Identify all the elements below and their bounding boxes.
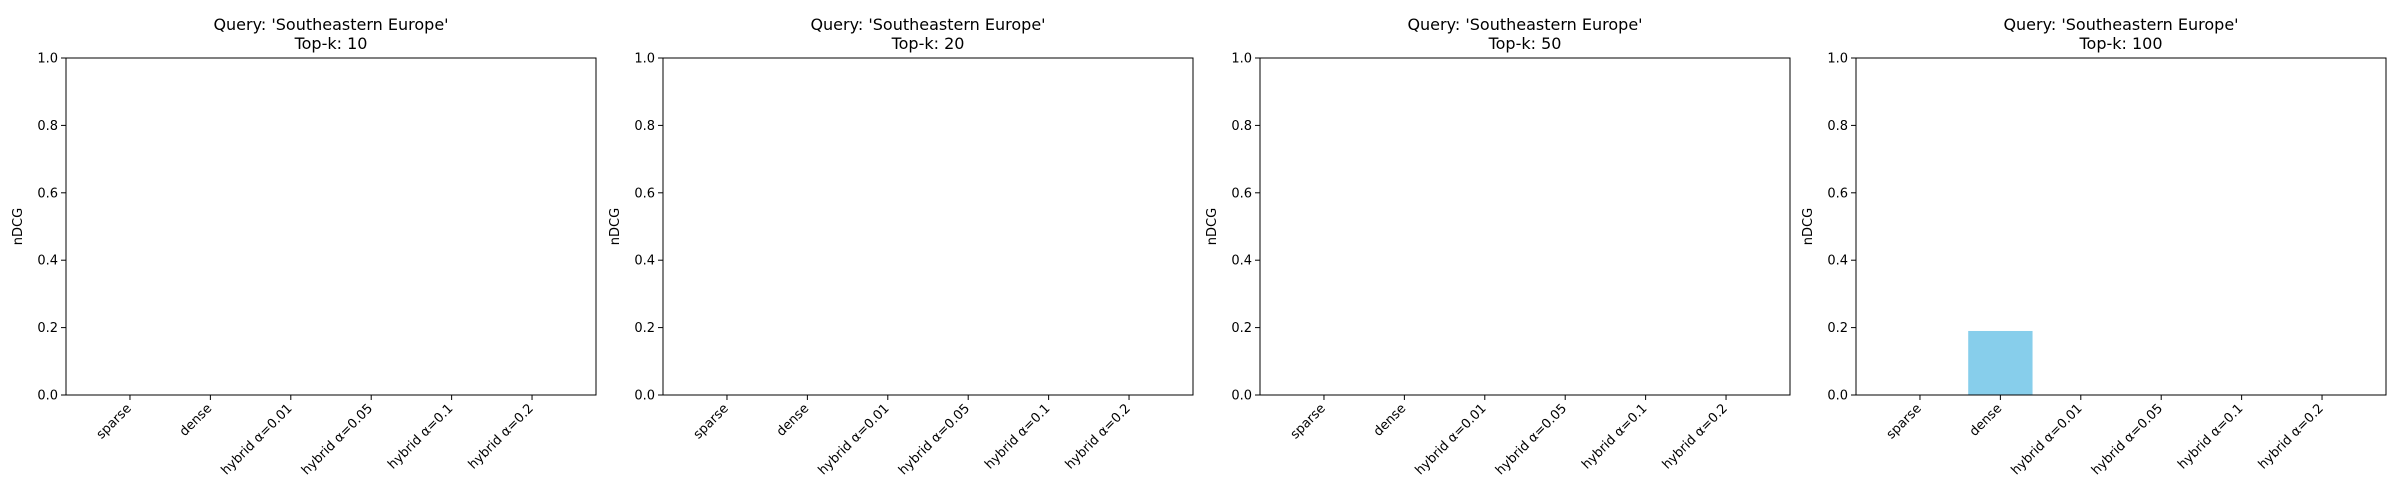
x-tick-label: hybrid α=0.05 <box>896 401 973 478</box>
x-tick-label: hybrid α=0.05 <box>1493 401 1570 478</box>
subplot-3: Query: 'Southeastern Europe' Top-k: 50 spa… <box>1205 15 1791 478</box>
chart-title: Query: 'Southeastern Europe' Top-k: 50 <box>1407 15 1642 53</box>
x-tick-label: hybrid α=0.05 <box>299 401 376 478</box>
axes-frame <box>662 57 1194 396</box>
y-tick-label: 0.6 <box>1827 186 1848 201</box>
x-tick-label: hybrid α=0.2 <box>1063 401 1134 472</box>
y-axis-label: nDCG <box>608 208 623 245</box>
x-tick-label: sparse <box>691 401 732 442</box>
subplot-1: Query: 'Southeastern Europe' Top-k: 10 spa… <box>11 15 597 478</box>
y-tick-label: 0.0 <box>37 389 58 404</box>
x-tick-label: hybrid α=0.01 <box>219 401 296 478</box>
y-tick-label: 0.8 <box>37 119 58 134</box>
y-tick-label: 0.0 <box>1231 389 1252 404</box>
y-tick-label: 0.4 <box>37 254 58 269</box>
x-tick-label: hybrid α=0.1 <box>982 401 1053 472</box>
y-tick-label: 1.0 <box>1231 52 1252 67</box>
x-tick-label: hybrid α=0.2 <box>1660 401 1731 472</box>
x-tick-label: hybrid α=0.01 <box>2009 401 2086 478</box>
bar-2 <box>1968 330 2033 395</box>
x-tick-label: dense <box>1967 401 2005 439</box>
y-tick-label: 0.4 <box>1827 254 1848 269</box>
x-tick-label: sparse <box>1288 401 1329 442</box>
y-tick-label: 1.0 <box>1827 52 1848 67</box>
y-tick-label: 0.8 <box>634 119 655 134</box>
y-tick-label: 0.0 <box>634 389 655 404</box>
y-tick-label: 0.6 <box>1231 186 1252 201</box>
x-tick-label: dense <box>177 401 215 439</box>
chart-title: Query: 'Southeastern Europe' Top-k: 100 <box>2003 15 2238 53</box>
x-tick-label: hybrid α=0.01 <box>1413 401 1490 478</box>
axes-frame <box>1855 57 2387 396</box>
x-tick-label: hybrid α=0.2 <box>466 401 537 472</box>
y-tick-label: 0.2 <box>37 321 58 336</box>
x-tick-label: hybrid α=0.2 <box>2256 401 2327 472</box>
x-tick-label: sparse <box>94 401 135 442</box>
x-tick-label: dense <box>774 401 812 439</box>
x-tick-label: hybrid α=0.01 <box>816 401 893 478</box>
y-tick-label: 0.4 <box>1231 254 1252 269</box>
x-tick-label: hybrid α=0.05 <box>2089 401 2166 478</box>
y-axis-label: nDCG <box>1205 208 1220 245</box>
x-tick-label: hybrid α=0.1 <box>1579 401 1650 472</box>
subplot-2: Query: 'Southeastern Europe' Top-k: 20 spa… <box>608 15 1194 478</box>
chart-title: Query: 'Southeastern Europe' Top-k: 10 <box>213 15 448 53</box>
y-tick-label: 0.2 <box>1231 321 1252 336</box>
y-tick-label: 0.4 <box>634 254 655 269</box>
y-tick-label: 0.2 <box>634 321 655 336</box>
y-tick-label: 0.8 <box>1231 119 1252 134</box>
y-tick-label: 1.0 <box>37 52 58 67</box>
y-tick-label: 0.6 <box>634 186 655 201</box>
axes-frame <box>1259 57 1791 396</box>
x-tick-label: sparse <box>1884 401 1925 442</box>
y-tick-label: 1.0 <box>634 52 655 67</box>
x-tick-label: hybrid α=0.1 <box>2175 401 2246 472</box>
y-tick-label: 0.6 <box>37 186 58 201</box>
y-tick-label: 0.2 <box>1827 321 1848 336</box>
axes-frame <box>65 57 597 396</box>
x-tick-label: hybrid α=0.1 <box>385 401 456 472</box>
subplot-4: Query: 'Southeastern Europe' Top-k: 100 sp… <box>1801 15 2387 478</box>
chart-title: Query: 'Southeastern Europe' Top-k: 20 <box>810 15 1045 53</box>
y-tick-label: 0.8 <box>1827 119 1848 134</box>
y-axis-label: nDCG <box>11 208 26 245</box>
y-axis-label: nDCG <box>1801 208 1816 245</box>
y-tick-label: 0.0 <box>1827 389 1848 404</box>
x-tick-label: dense <box>1371 401 1409 439</box>
